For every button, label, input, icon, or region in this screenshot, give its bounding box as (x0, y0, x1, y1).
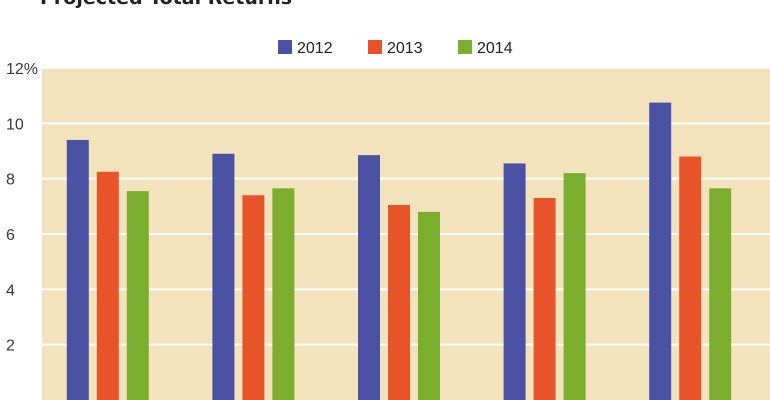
y-tick-label: 12% (6, 61, 38, 78)
bar-2012-3 (358, 155, 380, 400)
legend-label-2012: 2012 (297, 40, 333, 57)
y-tick-label: 6 (6, 227, 15, 244)
legend-label-2014: 2014 (477, 40, 513, 57)
bar-2014-3 (418, 211, 440, 400)
bar-2012-2 (212, 153, 235, 400)
bar-2013-1 (96, 171, 119, 400)
bar-2012-4 (503, 163, 526, 400)
bar-2013-2 (242, 195, 265, 400)
bar-2014-2 (272, 188, 295, 400)
legend-swatch-2012 (278, 40, 292, 54)
chart-title: Projected Total Returns (40, 0, 292, 9)
bar-2013-3 (388, 204, 410, 400)
y-tick-label: 4 (6, 282, 15, 299)
bar-2014-4 (563, 173, 586, 400)
legend-label-2013: 2013 (387, 40, 423, 57)
bar-2013-5 (679, 156, 702, 400)
y-axis-ticks: 2 4 6 8 10 12% (6, 61, 38, 355)
bar-2014-1 (126, 191, 149, 400)
y-tick-label: 8 (6, 172, 15, 189)
bar-2014-5 (709, 188, 732, 400)
y-tick-label: 10 (6, 116, 24, 133)
bar-2012-1 (66, 139, 89, 400)
legend-swatch-2013 (368, 40, 382, 54)
bar-2012-5 (649, 102, 672, 400)
legend-swatch-2014 (458, 40, 472, 54)
legend: 2012 2013 2014 (278, 40, 513, 57)
y-tick-label: 2 (6, 338, 15, 355)
bar-2013-4 (533, 198, 556, 400)
bars (66, 102, 732, 400)
